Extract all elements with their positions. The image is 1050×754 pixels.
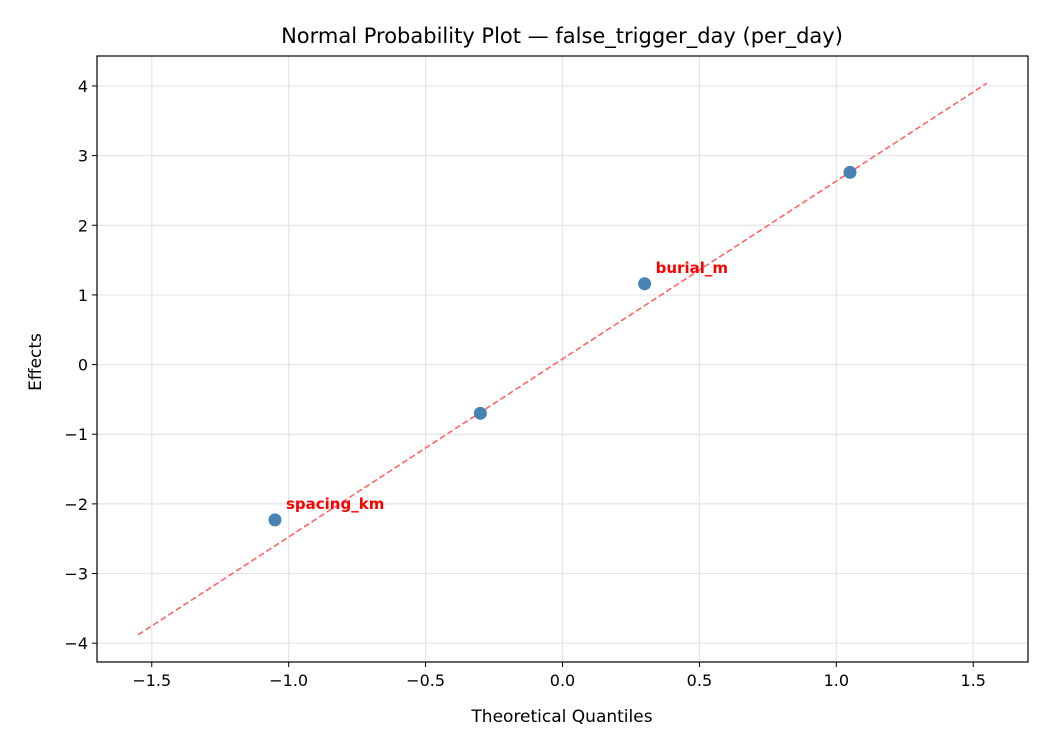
y-tick-label: −4: [64, 634, 88, 653]
x-tick-label: 1.0: [824, 671, 849, 690]
data-point: [268, 513, 282, 527]
reference-line: [137, 82, 988, 636]
reference-line-group: [137, 82, 988, 636]
x-tick-label: 1.5: [961, 671, 986, 690]
chart-title: Normal Probability Plot — false_trigger_…: [281, 24, 843, 49]
y-tick-label: −3: [64, 565, 88, 584]
x-tick-label: 0.5: [687, 671, 712, 690]
x-tick-label: −1.5: [132, 671, 171, 690]
y-tick-label: −2: [64, 495, 88, 514]
y-axis: −4 −3 −2 −1 0 1 2 3 4: [64, 77, 97, 653]
x-tick-label: −0.5: [406, 671, 445, 690]
x-axis-label: Theoretical Quantiles: [470, 707, 652, 727]
y-tick-label: 3: [78, 147, 88, 166]
point-label: spacing_km: [286, 495, 384, 513]
y-tick-label: 4: [78, 77, 88, 96]
data-point: [638, 277, 652, 291]
points-group: spacing_km burial_m: [268, 165, 857, 527]
point-label: burial_m: [656, 259, 728, 277]
y-tick-label: 0: [78, 356, 88, 375]
data-point: [843, 165, 857, 179]
y-axis-label: Effects: [26, 333, 46, 391]
grid: [97, 56, 1028, 662]
y-tick-label: −1: [64, 425, 88, 444]
y-tick-label: 2: [78, 216, 88, 235]
x-tick-label: −1.0: [269, 671, 308, 690]
y-tick-label: 1: [78, 286, 88, 305]
x-tick-label: 0.0: [550, 671, 575, 690]
data-point: [473, 406, 487, 420]
x-axis: −1.5 −1.0 −0.5 0.0 0.5 1.0 1.5: [132, 662, 986, 690]
